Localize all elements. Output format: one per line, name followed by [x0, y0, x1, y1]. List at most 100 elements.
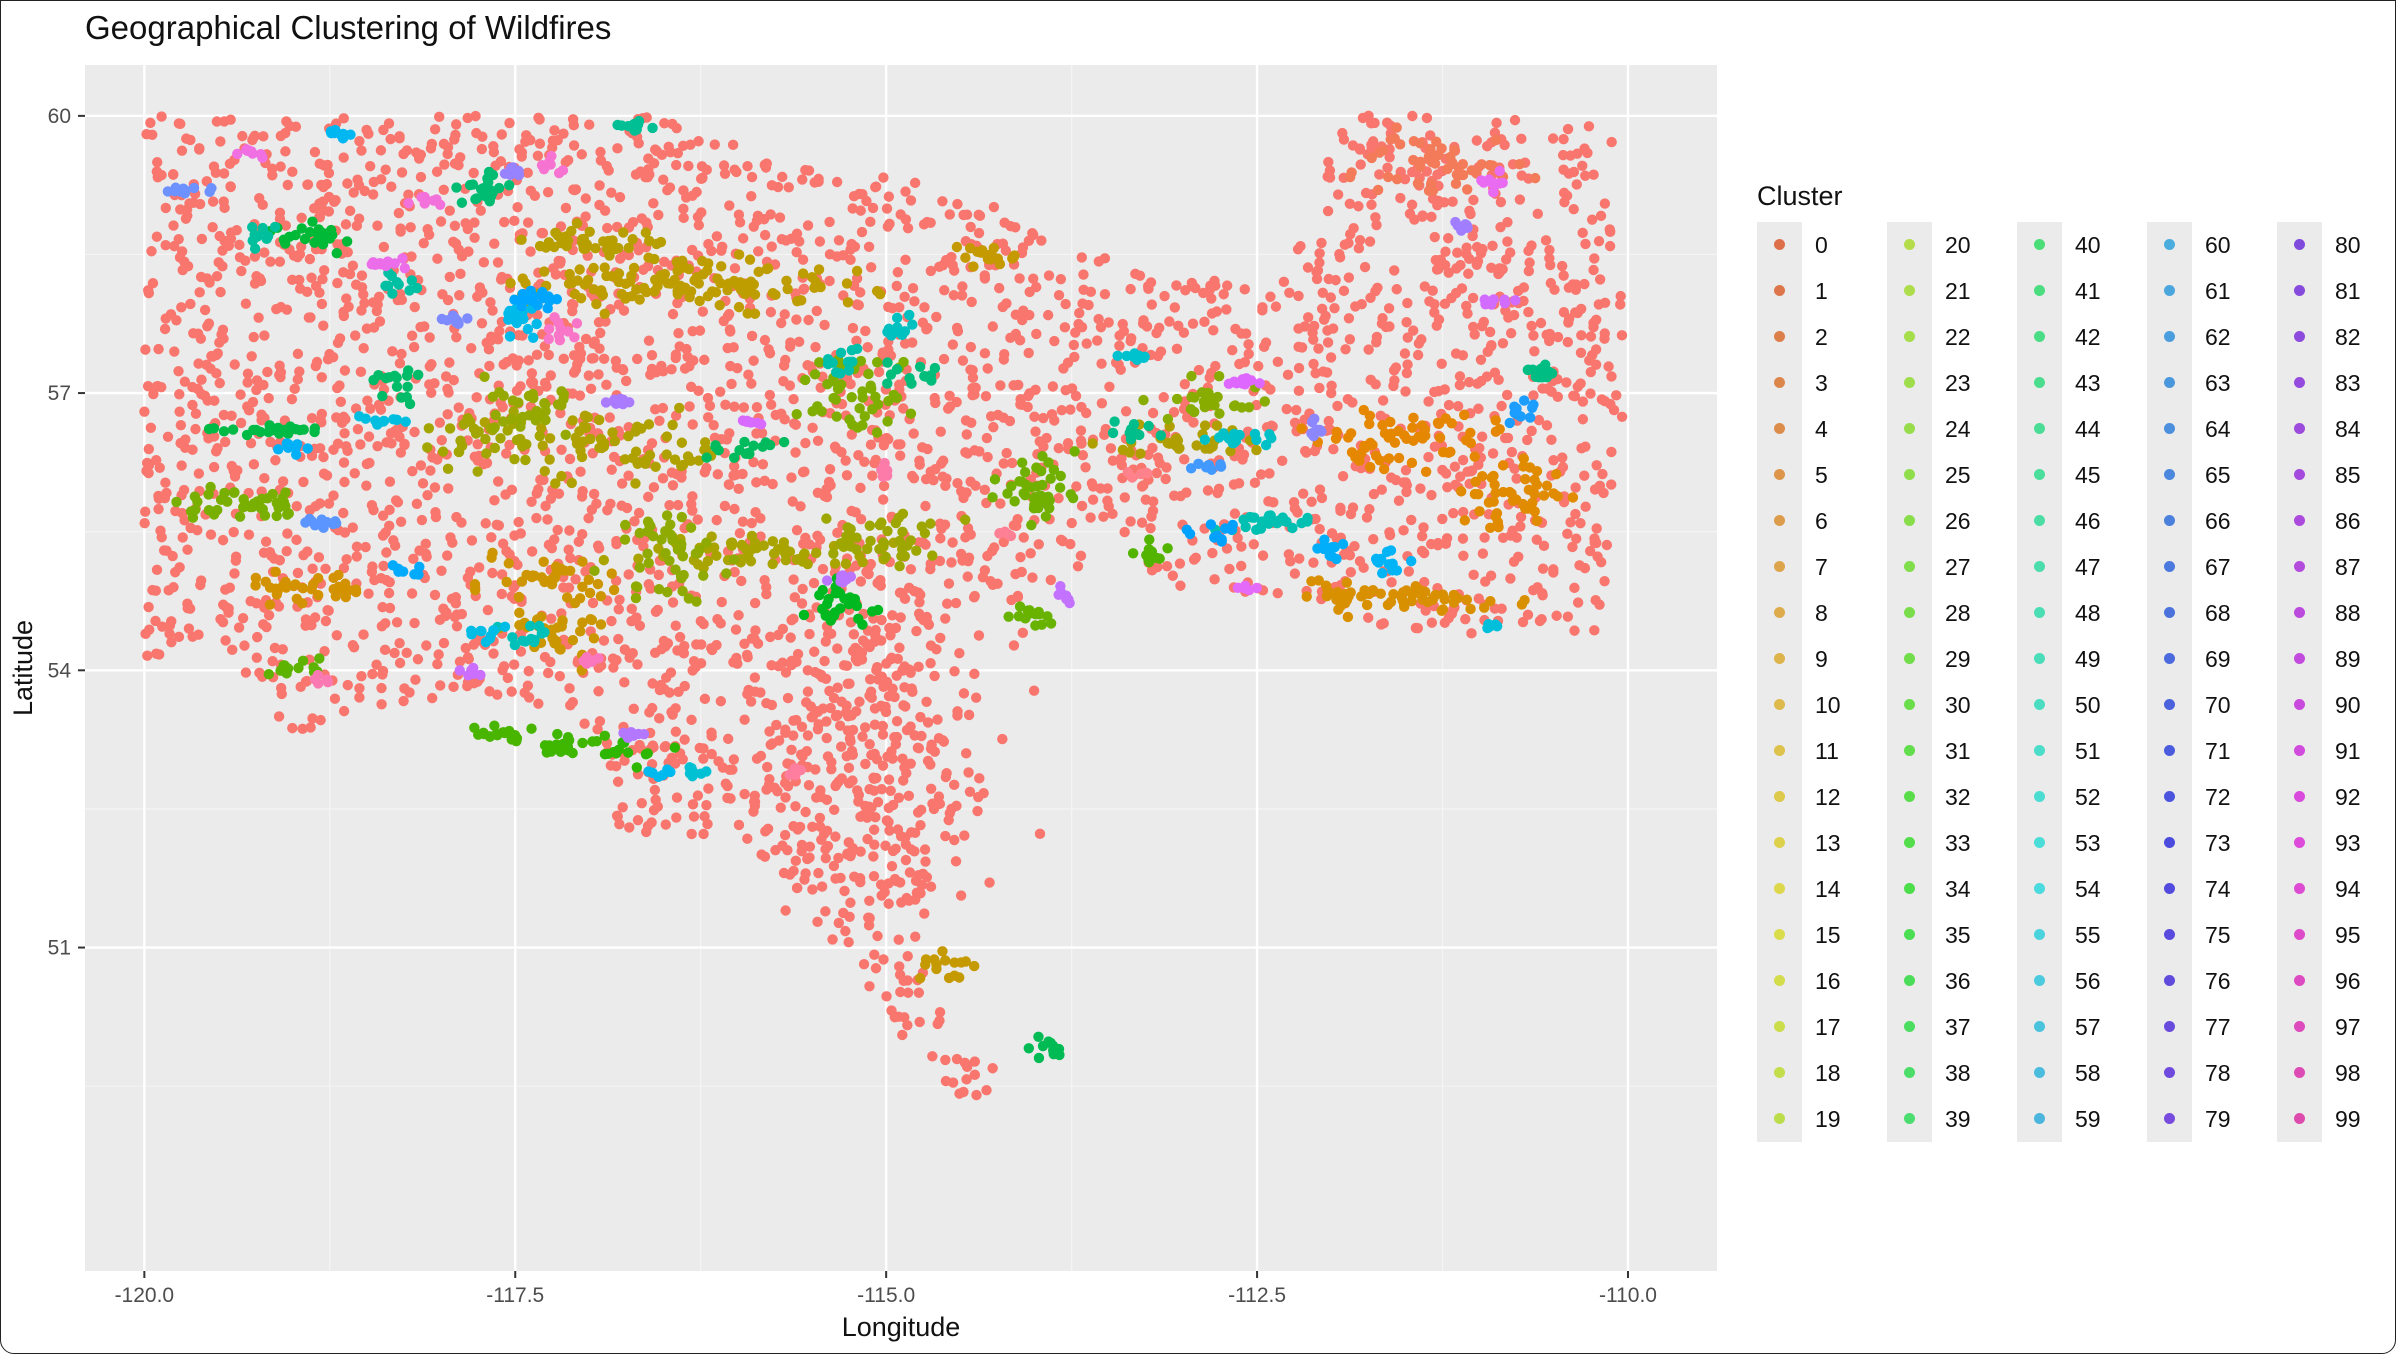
point-cluster-19 [502, 425, 513, 436]
point-cluster-0 [614, 594, 625, 605]
point-cluster-15 [559, 565, 570, 576]
point-cluster-58 [643, 766, 654, 777]
point-cluster-6 [1538, 490, 1550, 501]
point-cluster-0 [1205, 280, 1216, 291]
point-cluster-11 [574, 264, 585, 275]
point-cluster-3 [1514, 158, 1525, 170]
point-cluster-0 [236, 265, 247, 277]
point-cluster-0 [1589, 484, 1601, 495]
point-cluster-0 [1366, 199, 1377, 210]
point-cluster-0 [1080, 462, 1091, 473]
point-cluster-53 [695, 768, 707, 779]
point-cluster-28 [293, 662, 304, 674]
point-cluster-0 [739, 638, 750, 649]
point-cluster-0 [454, 290, 465, 301]
point-cluster-0 [788, 574, 799, 585]
point-cluster-26 [1067, 492, 1079, 504]
point-cluster-0 [1402, 297, 1413, 309]
point-cluster-0 [1363, 344, 1374, 355]
point-cluster-0 [981, 432, 993, 444]
point-cluster-0 [442, 550, 453, 561]
point-cluster-19 [473, 426, 484, 437]
point-cluster-0 [674, 341, 685, 352]
point-cluster-0 [177, 508, 188, 519]
point-cluster-0 [839, 885, 850, 897]
point-cluster-3 [1391, 173, 1403, 185]
point-cluster-0 [585, 383, 597, 395]
point-cluster-0 [889, 873, 901, 885]
point-cluster-0 [831, 251, 843, 262]
point-cluster-0 [919, 908, 930, 919]
point-cluster-0 [791, 228, 803, 239]
point-cluster-0 [350, 330, 361, 341]
point-cluster-0 [153, 503, 164, 515]
point-cluster-0 [779, 829, 791, 841]
point-cluster-0 [952, 198, 963, 210]
point-cluster-0 [891, 280, 902, 292]
point-cluster-0 [167, 550, 178, 562]
point-cluster-0 [835, 741, 847, 752]
point-cluster-0 [1179, 454, 1190, 465]
point-cluster-9 [514, 607, 525, 619]
point-cluster-0 [151, 564, 163, 576]
point-cluster-0 [1038, 412, 1049, 424]
point-cluster-0 [1255, 469, 1267, 480]
point-cluster-6 [1551, 468, 1562, 480]
point-cluster-0 [1236, 328, 1247, 339]
point-cluster-0 [143, 443, 155, 455]
point-cluster-0 [1188, 554, 1200, 565]
point-cluster-0 [1028, 273, 1039, 284]
point-cluster-0 [331, 412, 342, 423]
point-cluster-0 [660, 672, 672, 683]
point-cluster-0 [356, 305, 367, 316]
point-cluster-0 [483, 344, 495, 355]
point-cluster-0 [824, 685, 835, 697]
point-cluster-0 [726, 378, 737, 390]
point-cluster-0 [1599, 333, 1610, 344]
point-cluster-0 [784, 380, 796, 391]
point-cluster-0 [671, 792, 683, 803]
point-cluster-0 [378, 560, 389, 572]
point-cluster-0 [733, 819, 745, 831]
point-cluster-0 [846, 505, 857, 517]
point-cluster-41 [882, 378, 893, 389]
point-cluster-39 [391, 381, 403, 392]
point-cluster-51 [1199, 434, 1211, 445]
point-cluster-0 [525, 134, 536, 146]
point-cluster-0 [998, 536, 1009, 548]
point-cluster-21 [479, 371, 490, 382]
point-cluster-0 [196, 233, 208, 245]
point-cluster-0 [1318, 314, 1330, 325]
point-cluster-6 [1459, 515, 1470, 526]
point-cluster-36 [271, 425, 282, 436]
point-cluster-0 [542, 186, 554, 198]
point-cluster-0 [773, 629, 784, 641]
point-cluster-14 [746, 530, 758, 542]
point-cluster-0 [141, 465, 152, 477]
point-cluster-0 [594, 180, 605, 191]
point-cluster-22 [665, 519, 676, 530]
point-cluster-0 [489, 495, 500, 506]
point-cluster-40 [504, 179, 515, 191]
point-cluster-58 [653, 771, 664, 783]
point-cluster-24 [857, 420, 868, 431]
point-cluster-0 [1486, 339, 1497, 351]
point-cluster-7 [1306, 576, 1317, 587]
point-cluster-0 [724, 200, 735, 211]
point-cluster-0 [1074, 307, 1085, 319]
point-cluster-0 [1580, 501, 1591, 512]
point-cluster-0 [1523, 265, 1535, 277]
point-cluster-0 [759, 574, 770, 586]
point-cluster-0 [780, 235, 792, 246]
point-cluster-0 [950, 856, 962, 867]
point-cluster-0 [1450, 287, 1462, 299]
point-cluster-0 [601, 160, 612, 172]
point-cluster-0 [840, 455, 851, 466]
point-cluster-0 [573, 536, 585, 547]
point-cluster-51 [1249, 428, 1261, 440]
point-cluster-0 [743, 684, 754, 696]
point-cluster-0 [499, 216, 510, 228]
point-cluster-0 [380, 164, 391, 175]
point-cluster-0 [853, 449, 864, 461]
point-cluster-0 [450, 119, 462, 130]
